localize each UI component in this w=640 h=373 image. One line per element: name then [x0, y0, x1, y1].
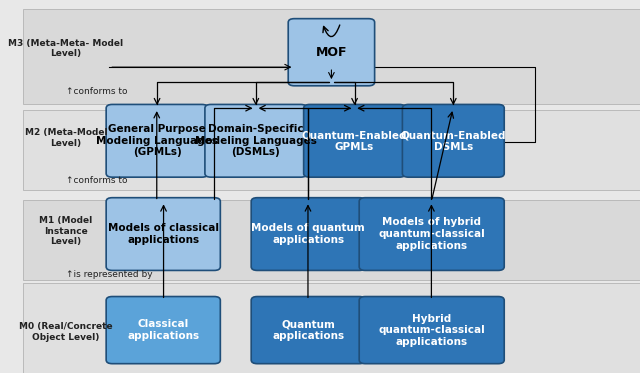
- Text: Quantum
applications: Quantum applications: [272, 319, 344, 341]
- Text: Models of quantum
applications: Models of quantum applications: [252, 223, 365, 245]
- Text: MOF: MOF: [316, 46, 347, 59]
- FancyBboxPatch shape: [359, 297, 504, 364]
- FancyBboxPatch shape: [23, 9, 640, 104]
- FancyBboxPatch shape: [288, 19, 374, 86]
- Text: Models of classical
applications: Models of classical applications: [108, 223, 219, 245]
- FancyBboxPatch shape: [303, 104, 406, 177]
- Text: Quantum-Enabled
DSMLs: Quantum-Enabled DSMLs: [401, 130, 506, 151]
- FancyBboxPatch shape: [23, 283, 640, 373]
- Text: M3 (Meta-Meta- Model
Level): M3 (Meta-Meta- Model Level): [8, 39, 124, 58]
- Text: Hybrid
quantum-classical
applications: Hybrid quantum-classical applications: [378, 313, 485, 347]
- Text: Classical
applications: Classical applications: [127, 319, 199, 341]
- Text: Quantum-Enabled
GPMLs: Quantum-Enabled GPMLs: [302, 130, 407, 151]
- Text: Models of hybrid
quantum-classical
applications: Models of hybrid quantum-classical appli…: [378, 217, 485, 251]
- Text: General Purpose
Modeling Languages
(GPMLs): General Purpose Modeling Languages (GPML…: [96, 124, 218, 157]
- FancyBboxPatch shape: [106, 104, 208, 177]
- Text: ↑conforms to: ↑conforms to: [66, 87, 127, 96]
- Text: M2 (Meta-Model
Level): M2 (Meta-Model Level): [25, 128, 108, 148]
- Text: ↑conforms to: ↑conforms to: [66, 176, 127, 185]
- FancyBboxPatch shape: [106, 297, 220, 364]
- Text: Domain-Specific
Modeling Languages
(DSMLs): Domain-Specific Modeling Languages (DSML…: [195, 124, 317, 157]
- Text: ↑is represented by: ↑is represented by: [66, 270, 153, 279]
- Text: M0 (Real/Concrete
Object Level): M0 (Real/Concrete Object Level): [19, 322, 113, 342]
- FancyBboxPatch shape: [106, 198, 220, 270]
- FancyBboxPatch shape: [251, 297, 365, 364]
- FancyBboxPatch shape: [23, 200, 640, 280]
- FancyBboxPatch shape: [359, 198, 504, 270]
- FancyBboxPatch shape: [205, 104, 307, 177]
- Text: M1 (Model
Instance
Level): M1 (Model Instance Level): [40, 216, 93, 246]
- FancyBboxPatch shape: [23, 110, 640, 190]
- FancyBboxPatch shape: [251, 198, 365, 270]
- FancyBboxPatch shape: [403, 104, 504, 177]
